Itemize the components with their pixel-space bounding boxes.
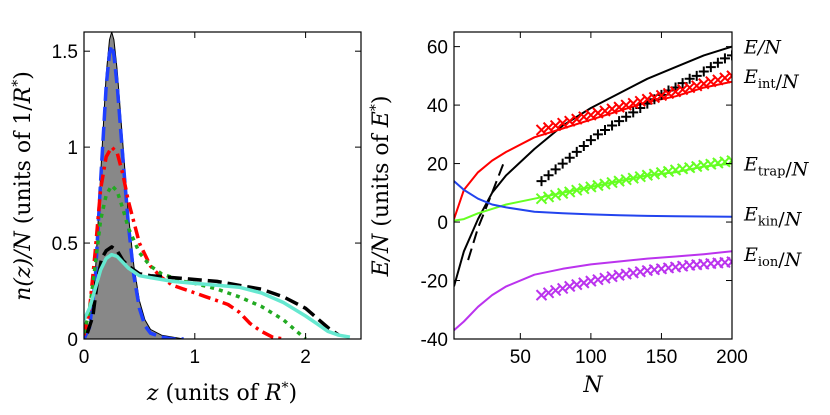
- right-e-n-data-marker: [578, 141, 589, 152]
- right-e-n-data-marker: [719, 53, 730, 64]
- right-e-n-data-marker: [727, 50, 732, 61]
- right-e-int-n-data-marker: [613, 101, 625, 113]
- right-e-kin-n-line: [454, 180, 732, 218]
- left-y-tick-label: 1.5: [52, 42, 78, 63]
- right-e-trap-n-line: [454, 162, 732, 222]
- legend-e-int: Eint/N: [743, 66, 800, 93]
- left-x-tick-label: 0: [79, 347, 90, 368]
- right-y-tick-label: 0: [437, 213, 448, 234]
- right-e-n-data-marker: [543, 170, 554, 181]
- left-y-tick-label: 1: [67, 138, 78, 159]
- right-e-int-n-data-marker: [648, 91, 661, 104]
- right-e-int-n-data-marker: [634, 95, 646, 108]
- right-e-ion-n-data-marker: [564, 280, 576, 293]
- right-e-int-n-data-marker: [571, 113, 583, 125]
- right-x-tick-label: 50: [510, 347, 531, 368]
- left-y-tick-label: 0.5: [52, 234, 78, 255]
- right-e-n-data-marker: [536, 176, 547, 187]
- right-e-int-n-data-marker: [669, 85, 682, 98]
- right-e-ion-n-data-marker: [535, 289, 548, 301]
- right-x-axis-label: N: [582, 373, 603, 398]
- right-e-n-data-marker: [599, 124, 610, 135]
- left-y-axis-label: n(z)/N (units of 1/R*): [10, 71, 36, 301]
- right-e-trap-n-data-markers: [535, 154, 732, 205]
- right-e-int-n-data-marker: [599, 105, 611, 117]
- right-e-n-data-marker: [564, 152, 575, 163]
- right-e-int-n-line: [454, 80, 732, 220]
- left-cyan-solid-line: [84, 252, 351, 339]
- right-e-int-n-data-markers: [535, 70, 732, 136]
- right-e-int-n-data-marker: [549, 119, 562, 132]
- left-y-tick-label: 0: [67, 330, 78, 351]
- right-x-tick-label: 100: [575, 347, 607, 368]
- right-e-int-n-data-marker: [542, 121, 555, 134]
- right-e-n-data-marker: [607, 120, 618, 131]
- left-black-dashed-line: [85, 245, 340, 337]
- right-e-int-n-data-marker: [712, 74, 724, 86]
- right-e-n-data-marker: [712, 57, 723, 68]
- right-e-ion-n-data-marker: [578, 277, 590, 289]
- right-e-int-n-data-marker: [592, 107, 604, 119]
- right-y-tick-label: 60: [427, 38, 448, 59]
- right-e-n-data-marker: [571, 146, 582, 157]
- right-series-group: [454, 45, 732, 331]
- left-ticks: 0 1 2 0 0.5 1 1.5: [52, 32, 361, 368]
- right-e-int-n-data-marker: [676, 83, 689, 96]
- right-e-int-n-data-marker: [556, 117, 569, 129]
- right-e-n-data-marker: [628, 107, 639, 118]
- right-e-n-data-marker: [698, 66, 709, 77]
- right-e-n-data-marker: [684, 73, 695, 84]
- right-y-tick-label: -40: [421, 330, 448, 351]
- right-e-ion-n-data-marker: [726, 256, 732, 268]
- right-e-n-data-marker: [585, 135, 596, 146]
- right-e-int-n-data-marker: [535, 124, 548, 136]
- left-x-tick-label: 2: [300, 347, 311, 368]
- right-e-int-n-data-marker: [564, 115, 576, 127]
- left-x-axis-label: z (units of R*): [146, 380, 297, 406]
- left-filled-density-area: [84, 32, 217, 339]
- left-green-dotted-line: [84, 183, 307, 339]
- right-ticks: 50 100 150 200 -40 -20 0 20 40 60: [421, 32, 748, 368]
- right-e-n-data-marker: [705, 62, 716, 73]
- right-e-n-data-marker: [557, 158, 568, 169]
- legend-e-trap: Etrap/N: [743, 154, 810, 181]
- legend-e-ion: Eion/N: [743, 244, 803, 271]
- right-panel: 50 100 150 200 -40 -20 0 20 40 60 N E/N (units of…: [368, 31, 810, 398]
- right-e-n-data-marker: [592, 129, 603, 140]
- left-blue-dashed-line: [84, 43, 184, 339]
- right-e-ion-n-data-markers: [535, 256, 732, 301]
- right-y-tick-label: 40: [427, 96, 448, 117]
- right-e-n-data-marker: [614, 116, 625, 127]
- right-e-n-data-marker: [550, 164, 561, 175]
- right-y-tick-label: 20: [427, 155, 448, 176]
- right-axes-frame: [453, 31, 733, 340]
- left-axes-frame: [83, 31, 362, 340]
- right-e-n-data-marker: [621, 111, 632, 122]
- right-e-n-line: [454, 45, 732, 287]
- right-e-n-data-marker: [691, 70, 702, 81]
- right-e-int-n-data-marker: [726, 70, 732, 82]
- right-y-axis-label: E/N (units of E*): [368, 96, 394, 278]
- right-x-tick-label: 150: [646, 347, 678, 368]
- right-e-int-n-data-marker: [655, 89, 668, 102]
- left-panel: 0 1 2 0 0.5 1 1.5 z (units of R*) n(z)/N (unit…: [10, 31, 362, 406]
- right-y-tick-label: -20: [421, 272, 448, 293]
- legend-e-n: E/N: [743, 37, 782, 59]
- right-e-ion-n-data-marker: [542, 287, 555, 299]
- right-e-int-n-data-marker: [719, 72, 731, 84]
- legend-e-kin: Ekin/N: [743, 203, 803, 230]
- right-x-tick-label: 200: [716, 347, 748, 368]
- right-e-ion-n-data-marker: [571, 278, 583, 291]
- left-series-group: [84, 32, 351, 339]
- right-e-ion-n-data-marker: [549, 284, 562, 297]
- right-e-int-n-data-marker: [691, 80, 703, 92]
- right-legend: E/N Eint/N Etrap/N Ekin/N Eion/N: [743, 37, 810, 272]
- left-x-tick-label: 1: [190, 347, 201, 368]
- right-e-int-n-data-marker: [585, 109, 597, 121]
- right-e-ion-n-line: [454, 250, 732, 331]
- right-e-int-n-data-marker: [627, 97, 639, 110]
- right-e-int-n-data-marker: [698, 78, 710, 90]
- right-e-ion-n-data-marker: [556, 282, 569, 295]
